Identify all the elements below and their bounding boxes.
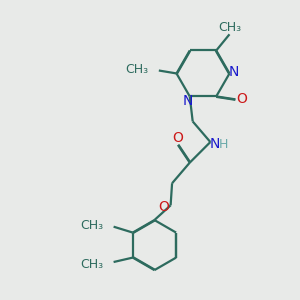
Text: O: O	[158, 200, 169, 214]
Text: N: N	[183, 94, 194, 108]
Text: CH₃: CH₃	[80, 219, 103, 232]
Text: N: N	[229, 65, 239, 79]
Text: CH₃: CH₃	[125, 62, 148, 76]
Text: CH₃: CH₃	[80, 258, 103, 271]
Text: O: O	[236, 92, 247, 106]
Text: O: O	[172, 130, 183, 145]
Text: CH₃: CH₃	[218, 21, 242, 34]
Text: H: H	[219, 138, 228, 151]
Text: N: N	[210, 137, 220, 152]
